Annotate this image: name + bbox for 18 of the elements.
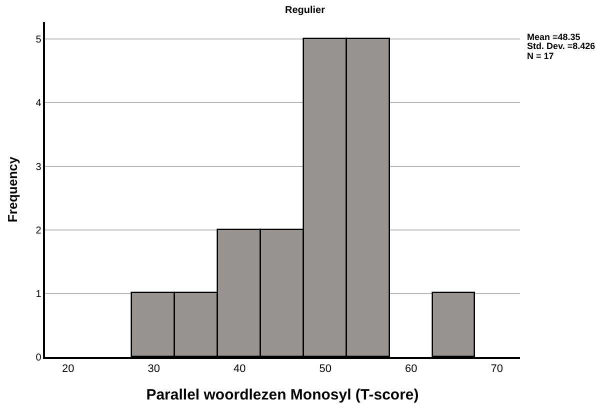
x-tick-label: 40	[234, 362, 246, 375]
x-tick-label: 60	[404, 362, 418, 375]
y-tick-label: 0	[36, 352, 42, 364]
y-tick-label: 3	[36, 162, 42, 173]
text: Std. Dev. =8.426	[527, 41, 596, 51]
y-tick-label: 2	[36, 225, 42, 236]
x-tick-label: 30	[148, 362, 160, 375]
x-axis-title: Parallel woordlezen Monosyl (T-score)	[146, 386, 419, 404]
x-tick-label: 50	[319, 362, 332, 375]
text: N = 17	[527, 51, 554, 61]
x-tick-label: 70	[490, 362, 503, 375]
text: Mean =48.35	[527, 32, 580, 42]
y-tick-label: 1	[36, 288, 42, 300]
y-axis-title: Frequency	[5, 156, 20, 222]
chart-title: Regulier	[284, 5, 326, 16]
y-tick-label: 4	[36, 98, 42, 110]
x-tick-label: 20	[62, 362, 74, 375]
y-tick-label: 5	[36, 34, 42, 46]
